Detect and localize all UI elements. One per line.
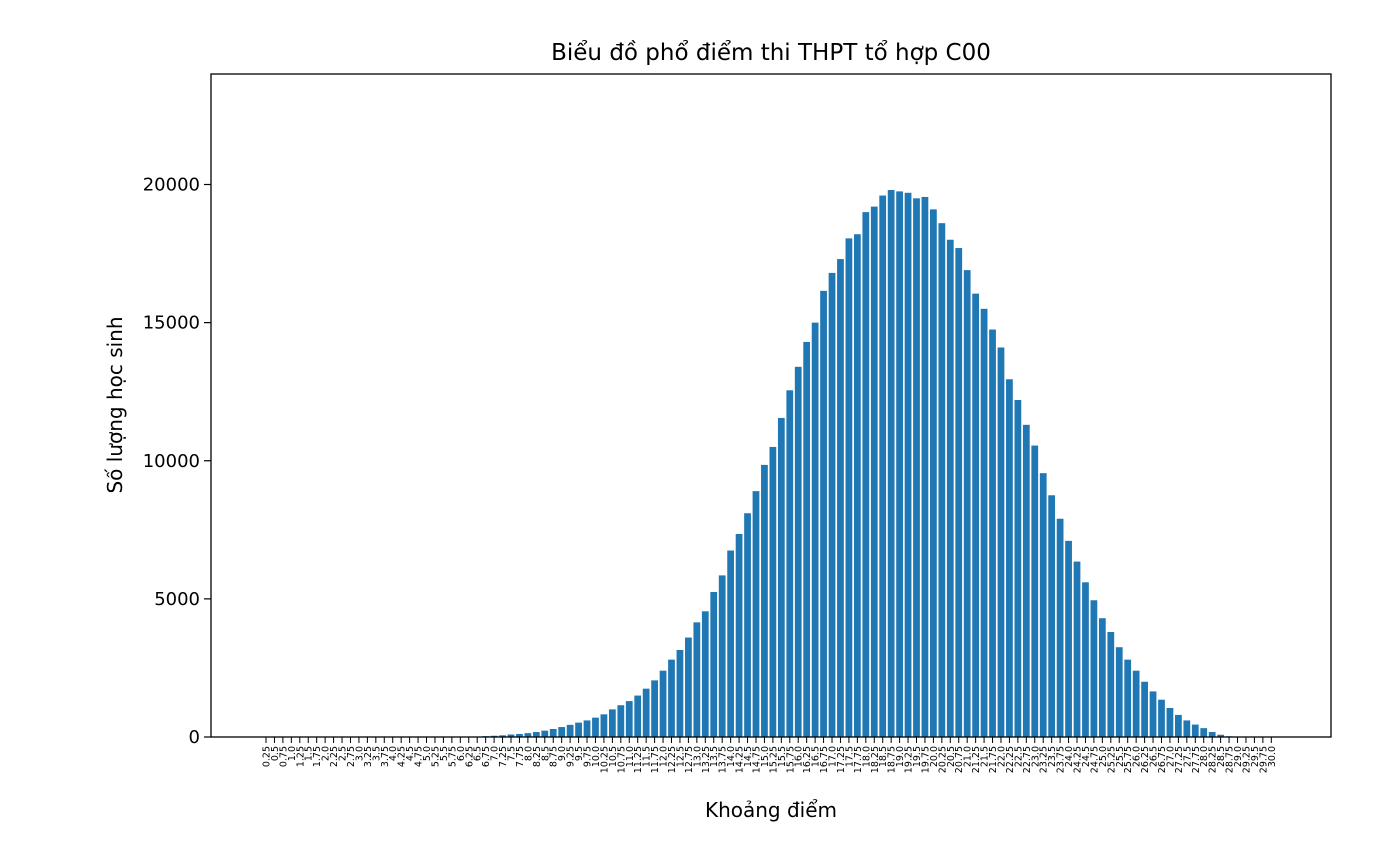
bar-13.75 bbox=[719, 575, 726, 737]
bar-23.0 bbox=[1031, 446, 1038, 737]
y-tick-label: 10000 bbox=[143, 451, 200, 472]
bar-21.5 bbox=[981, 309, 988, 737]
bar-23.75 bbox=[1057, 519, 1064, 737]
bars-group bbox=[432, 190, 1258, 737]
bar-22.75 bbox=[1023, 425, 1030, 737]
bar-15.75 bbox=[786, 390, 793, 737]
bar-25.75 bbox=[1124, 660, 1131, 737]
bar-20.5 bbox=[947, 240, 954, 737]
bar-9.5 bbox=[575, 723, 582, 737]
bar-8.75 bbox=[550, 729, 557, 737]
bar-19.5 bbox=[913, 198, 920, 737]
bar-11.5 bbox=[643, 689, 650, 737]
bar-19.0 bbox=[896, 191, 903, 737]
bar-15.5 bbox=[778, 418, 785, 737]
y-tick-label: 20000 bbox=[143, 175, 200, 196]
bar-14.75 bbox=[753, 491, 760, 737]
bar-14.0 bbox=[727, 551, 734, 737]
bar-22.5 bbox=[1014, 400, 1021, 737]
bar-27.0 bbox=[1167, 708, 1174, 737]
bar-13.5 bbox=[710, 592, 717, 737]
bar-25.5 bbox=[1116, 647, 1123, 737]
bar-9.0 bbox=[558, 727, 565, 737]
bar-16.0 bbox=[795, 367, 802, 737]
y-tick-label: 5000 bbox=[154, 589, 200, 610]
bar-19.75 bbox=[922, 197, 929, 737]
bar-8.25 bbox=[533, 732, 540, 737]
y-tick-label: 15000 bbox=[143, 313, 200, 334]
bar-9.25 bbox=[567, 725, 574, 737]
y-axis-label: Số lượng học sinh bbox=[103, 316, 127, 493]
bar-17.5 bbox=[846, 238, 853, 737]
bar-23.25 bbox=[1040, 473, 1047, 737]
bar-12.5 bbox=[677, 650, 684, 737]
bar-14.5 bbox=[744, 513, 751, 737]
bar-12.25 bbox=[668, 660, 675, 737]
x-axis-ticks: 0.250.50.751.01.251.51.752.02.252.52.753… bbox=[262, 737, 1278, 773]
bar-8.5 bbox=[541, 731, 548, 737]
bar-26.5 bbox=[1150, 691, 1157, 737]
bar-27.75 bbox=[1192, 725, 1199, 737]
bar-25.0 bbox=[1099, 618, 1106, 737]
x-axis-label: Khoảng điểm bbox=[705, 798, 837, 822]
bar-21.0 bbox=[964, 270, 971, 737]
bar-26.25 bbox=[1141, 682, 1148, 737]
bar-26.75 bbox=[1158, 700, 1165, 737]
bar-22.25 bbox=[1006, 379, 1013, 737]
bar-17.75 bbox=[854, 234, 861, 737]
bar-18.25 bbox=[871, 207, 878, 737]
bar-18.0 bbox=[862, 212, 869, 737]
bar-19.25 bbox=[905, 193, 912, 737]
bar-28.0 bbox=[1200, 728, 1207, 737]
bar-11.25 bbox=[634, 696, 641, 737]
bar-9.75 bbox=[584, 720, 591, 737]
bar-26.0 bbox=[1133, 671, 1140, 737]
bar-18.75 bbox=[888, 190, 895, 737]
bar-13.25 bbox=[702, 611, 709, 737]
bar-13.0 bbox=[693, 622, 700, 737]
bar-18.5 bbox=[879, 196, 886, 737]
bar-24.25 bbox=[1074, 562, 1081, 737]
bar-20.0 bbox=[930, 209, 937, 737]
bar-12.75 bbox=[685, 638, 692, 737]
bar-17.0 bbox=[829, 273, 836, 737]
bar-12.0 bbox=[660, 671, 667, 737]
bar-24.75 bbox=[1091, 600, 1098, 737]
bar-11.75 bbox=[651, 680, 658, 737]
bar-27.5 bbox=[1183, 720, 1190, 737]
bar-20.75 bbox=[955, 248, 962, 737]
bar-21.25 bbox=[972, 294, 979, 737]
chart-title: Biểu đồ phổ điểm thi THPT tổ hợp C00 bbox=[551, 40, 991, 66]
bar-16.75 bbox=[820, 291, 827, 737]
bar-24.0 bbox=[1065, 541, 1072, 737]
x-tick-label: 30.0 bbox=[1267, 746, 1278, 767]
bar-15.0 bbox=[761, 465, 768, 737]
bar-23.5 bbox=[1048, 495, 1055, 737]
bar-10.75 bbox=[617, 705, 624, 737]
bar-27.25 bbox=[1175, 715, 1182, 737]
bar-16.5 bbox=[812, 323, 819, 737]
y-axis-ticks: 0 5000 10000 15000 20000 bbox=[143, 175, 211, 749]
bar-21.75 bbox=[989, 330, 996, 737]
bar-22.0 bbox=[998, 347, 1005, 737]
bar-16.25 bbox=[803, 342, 810, 737]
bar-24.5 bbox=[1082, 582, 1089, 737]
bar-10.25 bbox=[601, 714, 608, 737]
y-tick-label: 0 bbox=[189, 727, 200, 748]
bar-11.0 bbox=[626, 701, 633, 737]
bar-25.25 bbox=[1107, 632, 1114, 737]
bar-28.25 bbox=[1209, 732, 1216, 737]
bar-14.25 bbox=[736, 534, 743, 737]
bar-10.5 bbox=[609, 709, 616, 737]
bar-17.25 bbox=[837, 259, 844, 737]
bar-20.25 bbox=[938, 223, 945, 737]
bar-10.0 bbox=[592, 718, 599, 737]
bar-15.25 bbox=[770, 447, 777, 737]
